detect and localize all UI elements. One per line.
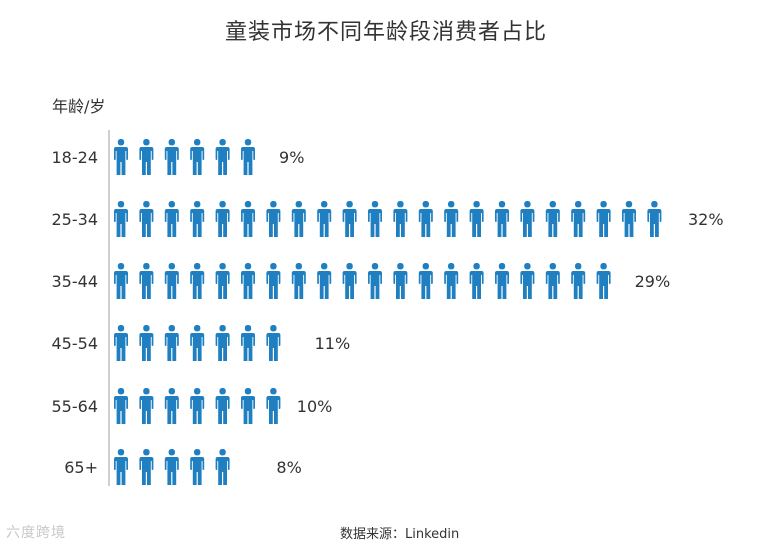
- person-icon: [215, 139, 230, 175]
- person-icon: [114, 201, 128, 237]
- person-icon: [342, 263, 357, 299]
- person-icon: [545, 263, 560, 299]
- person-icon: [317, 263, 332, 299]
- person-icon: [164, 139, 179, 175]
- category-label: 25-34: [52, 210, 99, 229]
- person-icon: [139, 201, 154, 237]
- person-icon: [114, 263, 128, 299]
- person-icon: [393, 263, 408, 299]
- person-icon: [266, 325, 281, 361]
- bar-row-45-54: 45-54 11%: [52, 325, 351, 361]
- person-icon: [215, 201, 230, 237]
- person-icon: [291, 263, 306, 299]
- person-icon: [164, 388, 179, 424]
- bar-row-55-64: 55-64 10%: [52, 388, 333, 424]
- person-icon: [139, 263, 154, 299]
- person-icon: [241, 201, 255, 237]
- person-icon: [469, 263, 484, 299]
- person-icon: [215, 263, 230, 299]
- person-icon: [164, 263, 179, 299]
- value-label: 11%: [315, 334, 351, 353]
- person-icon: [393, 201, 408, 237]
- person-icon: [418, 263, 433, 299]
- category-label: 35-44: [52, 272, 99, 291]
- person-icon: [266, 388, 281, 424]
- person-icon: [241, 325, 255, 361]
- person-icon: [596, 201, 611, 237]
- value-label: 10%: [297, 397, 333, 416]
- person-icon: [291, 201, 306, 237]
- person-icon: [190, 449, 205, 485]
- person-icon: [571, 263, 586, 299]
- person-icon: [266, 201, 281, 237]
- person-icon: [495, 201, 509, 237]
- person-icon: [368, 201, 382, 237]
- person-icon: [444, 201, 459, 237]
- person-icon: [495, 263, 509, 299]
- person-icon: [520, 263, 535, 299]
- value-label: 29%: [635, 272, 671, 291]
- value-label: 8%: [276, 458, 301, 477]
- category-label: 55-64: [52, 397, 99, 416]
- person-icon: [139, 449, 154, 485]
- chart-title: 童装市场不同年龄段消费者占比: [224, 20, 547, 45]
- bar-row-35-44: 35-44 29%: [52, 263, 671, 299]
- category-label: 65+: [64, 458, 98, 477]
- person-icon: [342, 201, 357, 237]
- person-icon: [673, 201, 687, 237]
- person-icon: [215, 449, 230, 485]
- category-label: 18-24: [52, 148, 99, 167]
- person-icon: [114, 325, 128, 361]
- person-icon: [139, 388, 154, 424]
- person-icon: [545, 201, 560, 237]
- watermark: 六度跨境: [6, 525, 66, 541]
- person-icon: [164, 201, 179, 237]
- person-icon: [418, 201, 433, 237]
- bar-row-65+: 65+ 8%: [64, 449, 302, 485]
- person-icon: [241, 139, 255, 175]
- person-icon: [241, 388, 255, 424]
- person-icon: [368, 263, 382, 299]
- person-icon: [114, 139, 128, 175]
- person-icon: [164, 449, 179, 485]
- bar-row-18-24: 18-24 9%: [52, 139, 304, 175]
- person-icon: [139, 139, 154, 175]
- person-icon: [190, 388, 205, 424]
- person-icon: [647, 201, 662, 237]
- person-icon: [164, 325, 179, 361]
- person-icon: [139, 325, 154, 361]
- person-icon: [622, 201, 636, 237]
- source-note: 数据来源：Linkedin: [340, 527, 460, 542]
- person-icon: [114, 388, 128, 424]
- person-icon: [520, 201, 535, 237]
- category-label: 45-54: [52, 334, 99, 353]
- person-icon: [241, 263, 255, 299]
- value-label: 32%: [688, 210, 724, 229]
- person-icon: [190, 263, 205, 299]
- person-icon: [596, 263, 611, 299]
- value-label: 9%: [279, 148, 304, 167]
- person-icon: [317, 201, 332, 237]
- person-icon: [190, 201, 205, 237]
- person-icon: [114, 449, 128, 485]
- person-icon: [266, 263, 281, 299]
- person-icon: [215, 325, 230, 361]
- person-icon: [215, 388, 230, 424]
- person-icon: [444, 263, 459, 299]
- person-icon: [292, 325, 306, 361]
- person-icon: [190, 325, 205, 361]
- y-axis-label: 年龄/岁: [52, 97, 106, 116]
- person-icon: [469, 201, 484, 237]
- bar-row-25-34: 25-34 32%: [52, 201, 724, 237]
- person-icon: [190, 139, 205, 175]
- person-icon: [571, 201, 586, 237]
- person-icon: [241, 449, 255, 485]
